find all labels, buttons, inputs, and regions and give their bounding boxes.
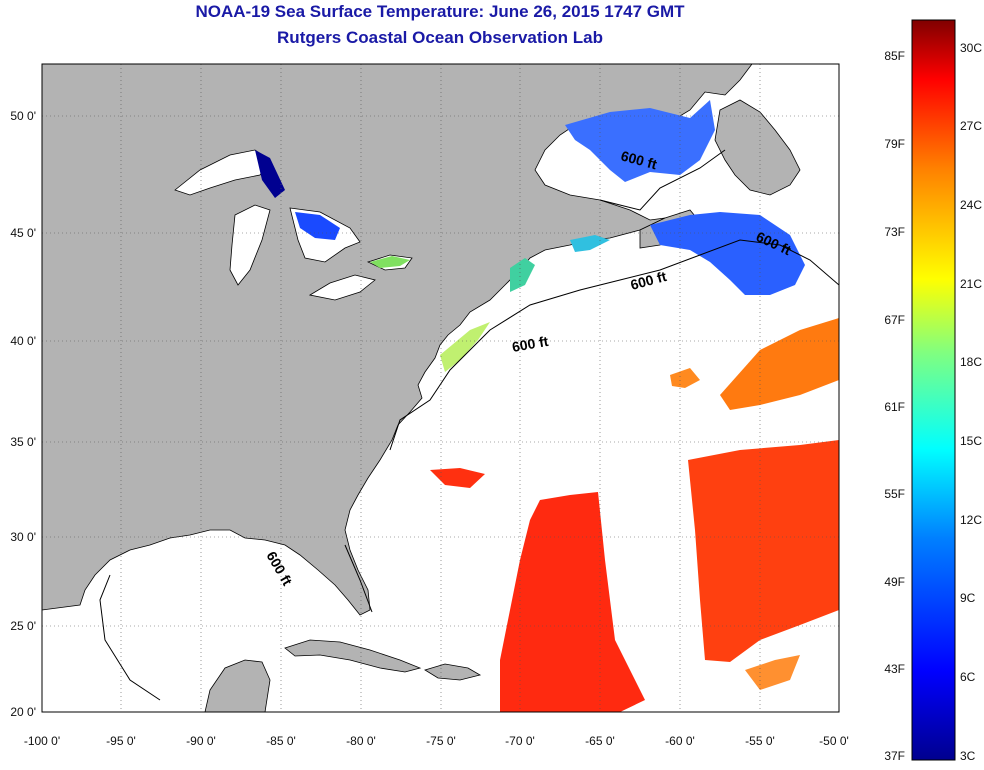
lat-tick: 35 0'	[10, 435, 36, 449]
colorbar-c-label: 15C	[960, 434, 982, 448]
colorbar-c-label: 30C	[960, 41, 982, 55]
sst-lake-superior-east	[255, 150, 285, 198]
lon-tick: -50 0'	[819, 734, 849, 748]
contour-label: 600 ft	[511, 333, 550, 355]
lat-tick: 40 0'	[10, 334, 36, 348]
sst-sargasso-east	[688, 440, 839, 662]
colorbar-f-label: 37F	[884, 749, 905, 763]
lon-tick: -90 0'	[186, 734, 216, 748]
colorbar-c-label: 27C	[960, 119, 982, 133]
sst-mid-atlantic-coast	[440, 322, 490, 372]
lon-tick: -70 0'	[505, 734, 535, 748]
colorbar-f-label: 79F	[884, 137, 905, 151]
lat-tick: 50 0'	[10, 109, 36, 123]
isobath-600ft	[99, 149, 839, 701]
lon-tick: -100 0'	[24, 734, 60, 748]
colorbar-c-label: 6C	[960, 670, 976, 684]
lake-erie	[308, 274, 376, 301]
sst-gulf-stream-north	[720, 318, 839, 410]
colorbar-c-label: 24C	[960, 198, 982, 212]
north-america-land	[42, 64, 753, 616]
lon-tick: -85 0'	[266, 734, 296, 748]
lat-tick: 30 0'	[10, 530, 36, 544]
graticule	[42, 64, 839, 712]
cuba-land	[284, 639, 422, 673]
lon-tick: -75 0'	[426, 734, 456, 748]
colorbar-gradient	[911, 19, 956, 761]
sst-new-england-coast	[510, 258, 535, 292]
sst-lake-ontario	[370, 256, 410, 268]
map-subtitle: Rutgers Coastal Ocean Observation Lab	[277, 28, 603, 47]
sst-lake-huron	[295, 212, 340, 240]
colorbar-c-label: 12C	[960, 513, 982, 527]
sst-small-patch-2	[745, 655, 800, 690]
colorbar-f-label: 61F	[884, 400, 905, 414]
colorbar-f-label: 85F	[884, 49, 905, 63]
longitude-axis: -100 0' -95 0' -90 0' -85 0' -80 0' -75 …	[24, 734, 849, 748]
colorbar-c-label: 3C	[960, 749, 976, 763]
colorbar-f-label: 49F	[884, 575, 905, 589]
colorbar-f-label: 73F	[884, 225, 905, 239]
colorbar-f-label: 43F	[884, 662, 905, 676]
lon-tick: -55 0'	[745, 734, 775, 748]
lat-tick: 20 0'	[10, 705, 36, 719]
colorbar-c-label: 9C	[960, 591, 976, 605]
lon-tick: -80 0'	[346, 734, 376, 748]
map-title: NOAA-19 Sea Surface Temperature: June 26…	[195, 2, 685, 21]
colorbar: 85F 79F 73F 67F 61F 55F 49F 43F 37F 30C …	[884, 19, 982, 763]
hispaniola-land	[424, 663, 482, 681]
lon-tick: -65 0'	[585, 734, 615, 748]
lon-tick: -60 0'	[665, 734, 695, 748]
lat-tick: 25 0'	[10, 619, 36, 633]
latitude-axis: 50 0' 45 0' 40 0' 35 0' 30 0' 25 0' 20 0…	[10, 109, 36, 719]
colorbar-f-label: 55F	[884, 487, 905, 501]
colorbar-c-label: 18C	[960, 355, 982, 369]
sst-st-lawrence	[565, 100, 715, 182]
colorbar-f-label: 67F	[884, 313, 905, 327]
sst-gulf-stream-patch	[670, 368, 700, 388]
colorbar-c-label: 21C	[960, 277, 982, 291]
yucatan-land	[204, 659, 271, 712]
sst-sargasso-west	[500, 492, 645, 712]
lat-tick: 45 0'	[10, 226, 36, 240]
lon-tick: -95 0'	[106, 734, 136, 748]
sst-small-patch-1	[430, 468, 485, 488]
sst-gulf-of-maine	[570, 235, 610, 252]
